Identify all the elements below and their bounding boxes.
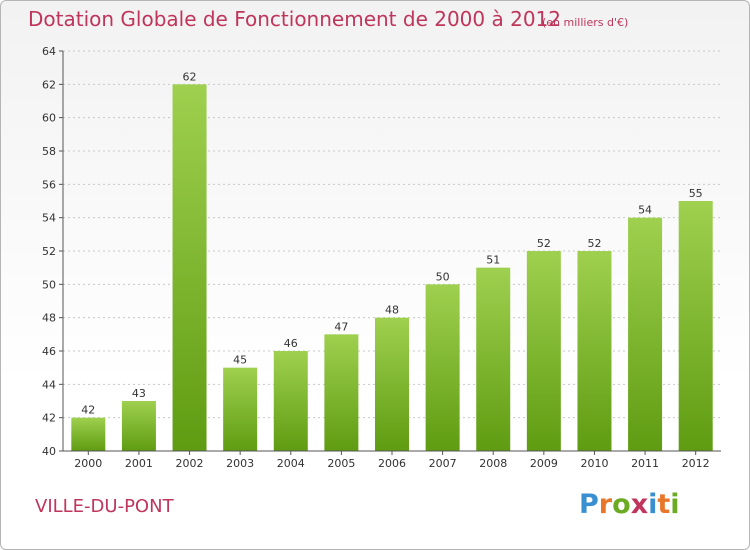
x-tick-label-2008: 2008 xyxy=(479,457,507,470)
data-label-2011: 54 xyxy=(638,204,652,217)
data-label-2007: 50 xyxy=(436,270,450,283)
y-tick-label: 56 xyxy=(42,178,56,191)
x-tick-label-2000: 2000 xyxy=(74,457,102,470)
logo-letter: t xyxy=(657,489,671,520)
x-tick-label-2001: 2001 xyxy=(125,457,153,470)
bar-2010 xyxy=(577,251,612,451)
x-tick-label-2012: 2012 xyxy=(682,457,710,470)
y-tick-label: 42 xyxy=(42,412,56,425)
bar-layer xyxy=(71,84,713,451)
x-tick-label-2011: 2011 xyxy=(631,457,659,470)
chart-title: Dotation Globale de Fonctionnement de 20… xyxy=(28,7,561,31)
bar-2003 xyxy=(223,367,258,451)
bar-2006 xyxy=(375,317,409,451)
y-tick-label: 62 xyxy=(42,78,56,91)
logo-letter: x xyxy=(630,489,649,520)
x-tick-label-2002: 2002 xyxy=(176,457,204,470)
bar-2012 xyxy=(678,201,713,451)
y-tick-label: 64 xyxy=(42,45,56,58)
x-tick-label-2004: 2004 xyxy=(277,457,305,470)
logo-letter: i xyxy=(670,489,680,520)
x-tick-label-2010: 2010 xyxy=(580,457,608,470)
data-label-2002: 62 xyxy=(183,70,197,83)
x-tick-label-2005: 2005 xyxy=(327,457,355,470)
axis-layer: 40 42 44 46 48 50 52 54 56 58 60 62 64 2000 2001 2002 20… xyxy=(42,45,721,470)
logo-letter: i xyxy=(648,489,658,520)
bar-2002 xyxy=(172,84,207,451)
y-tick-label: 44 xyxy=(42,378,56,391)
logo-letter: r xyxy=(598,489,613,520)
y-tick-label: 60 xyxy=(42,112,56,125)
data-label-2001: 43 xyxy=(132,387,146,400)
bar-2004 xyxy=(273,351,308,451)
label-layer: 42 43 62 45 46 47 48 50 51 52 52 54 55 xyxy=(81,70,702,416)
logo-letter: P xyxy=(579,489,599,520)
commune-name: VILLE-DU-PONT xyxy=(35,496,174,517)
y-tick-label: 40 xyxy=(42,445,56,458)
bar-2000 xyxy=(71,417,106,451)
data-label-2012: 55 xyxy=(689,187,703,200)
y-tick-label: 58 xyxy=(42,145,56,158)
x-tick-label-2006: 2006 xyxy=(378,457,406,470)
y-tick-label: 50 xyxy=(42,278,56,291)
chart-unit-note: (en milliers d'€) xyxy=(542,16,629,29)
logo-letter: o xyxy=(612,489,631,520)
data-label-2003: 45 xyxy=(233,354,247,367)
bar-2011 xyxy=(628,217,663,451)
proxiti-logo[interactable]: Proxiti xyxy=(579,489,680,520)
data-label-2006: 48 xyxy=(385,304,399,317)
data-label-2004: 46 xyxy=(284,337,298,350)
bar-2009 xyxy=(526,251,561,451)
data-label-2009: 52 xyxy=(537,237,551,250)
y-tick-label: 54 xyxy=(42,212,56,225)
bar-2005 xyxy=(324,334,359,451)
x-tick-label-2009: 2009 xyxy=(530,457,558,470)
x-tick-label-2007: 2007 xyxy=(429,457,457,470)
data-label-2008: 51 xyxy=(486,254,500,267)
y-tick-label: 46 xyxy=(42,345,56,358)
x-tick-label-2003: 2003 xyxy=(226,457,254,470)
data-label-2000: 42 xyxy=(81,404,95,417)
data-label-2005: 47 xyxy=(334,320,348,333)
bar-2008 xyxy=(476,267,511,451)
y-tick-label: 52 xyxy=(42,245,56,258)
bar-2007 xyxy=(425,284,460,451)
data-label-2010: 52 xyxy=(587,237,601,250)
bar-2001 xyxy=(121,401,156,451)
y-tick-label: 48 xyxy=(42,312,56,325)
